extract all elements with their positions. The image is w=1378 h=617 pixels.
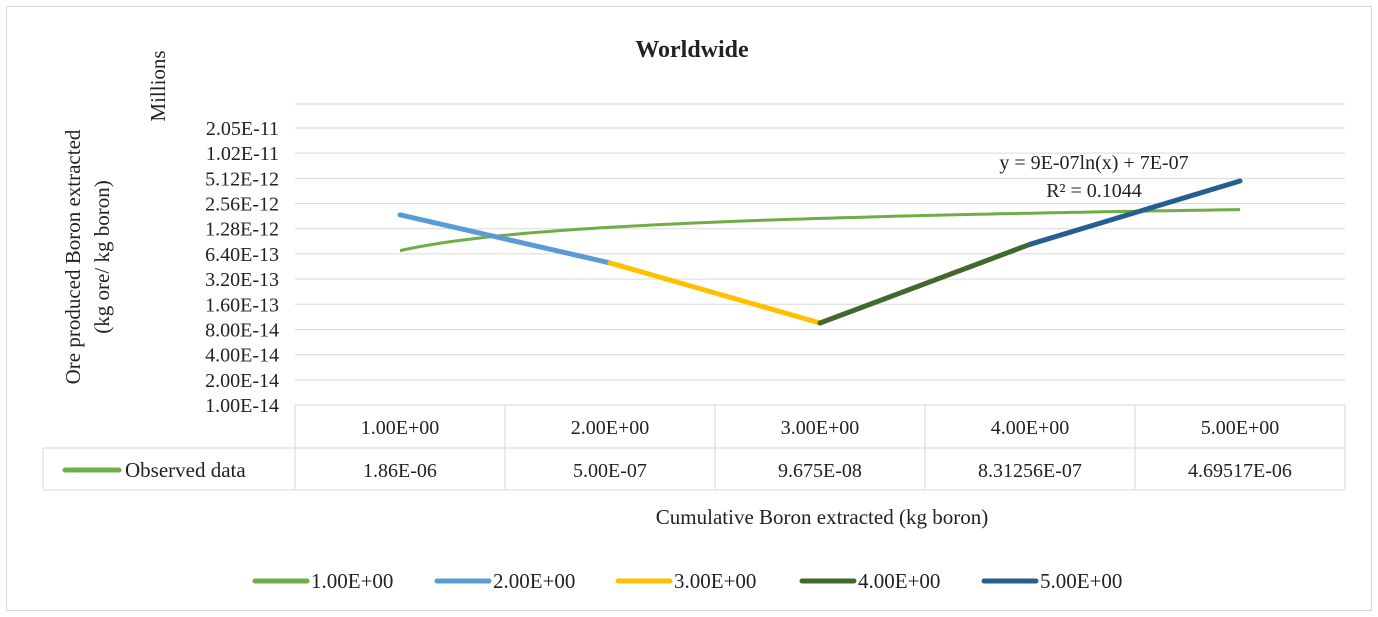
series-line-segment (397, 212, 613, 266)
gridlines: 2.05E-11 1.02E-11 5.12E-12 2.56E-12 1.28E-12… (205, 103, 1345, 417)
data-value-label: 4.69517E-06 (1188, 460, 1292, 482)
y-tick-label: 8.00E-14 (205, 319, 279, 341)
y-tick-label: 2.00E-14 (205, 370, 279, 392)
data-value-label: 8.31256E-07 (978, 460, 1082, 482)
trendline-r-squared: R² = 0.1044 (1046, 180, 1142, 202)
y-tick-label: 1.28E-12 (205, 219, 279, 241)
x-category-label: 5.00E+00 (1201, 417, 1280, 439)
legend-label: 2.00E+00 (493, 569, 575, 593)
chart-svg: 2.05E-11 1.02E-11 5.12E-12 2.56E-12 1.28E-12… (42, 37, 1346, 593)
series-line-segment (817, 241, 1033, 326)
x-category-label: 3.00E+00 (781, 417, 860, 439)
series-line-segment (607, 260, 823, 326)
legend-label: 1.00E+00 (311, 569, 393, 593)
x-category-label: 2.00E+00 (571, 417, 650, 439)
y-tick-label: 4.00E-14 (205, 345, 279, 367)
y-axis-title-line-1: Ore produced Boron extracted (61, 129, 85, 384)
chart-container: 2.05E-11 1.02E-11 5.12E-12 2.56E-12 1.28E-12… (6, 6, 1372, 611)
x-category-label: 1.00E+00 (361, 417, 440, 439)
y-axis-unit-label: Millions (146, 50, 170, 121)
trendline-curve (399, 208, 1241, 253)
trendline-equation: y = 9E-07ln(x) + 7E-07 (999, 152, 1188, 174)
series-line-segment (1027, 178, 1243, 247)
data-value-label: 9.675E-08 (778, 460, 862, 482)
data-value-label: 5.00E-07 (573, 460, 647, 482)
legend-label: 3.00E+00 (674, 569, 756, 593)
data-value-label: 1.86E-06 (363, 460, 437, 482)
legend-label: 4.00E+00 (858, 569, 940, 593)
y-tick-label: 5.12E-12 (205, 168, 279, 190)
y-tick-label: 2.56E-12 (205, 194, 279, 216)
y-tick-label: 2.05E-11 (206, 118, 279, 140)
x-category-label: 4.00E+00 (991, 417, 1070, 439)
legend: 1.00E+00 2.00E+00 3.00E+00 4.00E+00 5.00E+00 (252, 569, 1122, 593)
y-tick-label: 1.02E-11 (206, 143, 279, 165)
data-table: 1.00E+00 2.00E+00 3.00E+00 4.00E+00 5.00E+00… (42, 405, 1346, 491)
y-tick-label: 1.00E-14 (205, 395, 279, 417)
y-axis-title-line-2: (kg ore/ kg boron) (90, 180, 114, 333)
y-tick-label: 6.40E-13 (205, 244, 279, 266)
table-series-name: Observed data (125, 458, 246, 482)
y-tick-label: 3.20E-13 (205, 269, 279, 291)
x-axis-title: Cumulative Boron extracted (kg boron) (656, 505, 988, 529)
y-tick-label: 1.60E-13 (205, 294, 279, 316)
plot-area (397, 178, 1243, 326)
chart-title: Worldwide (635, 37, 749, 63)
legend-label: 5.00E+00 (1040, 569, 1122, 593)
